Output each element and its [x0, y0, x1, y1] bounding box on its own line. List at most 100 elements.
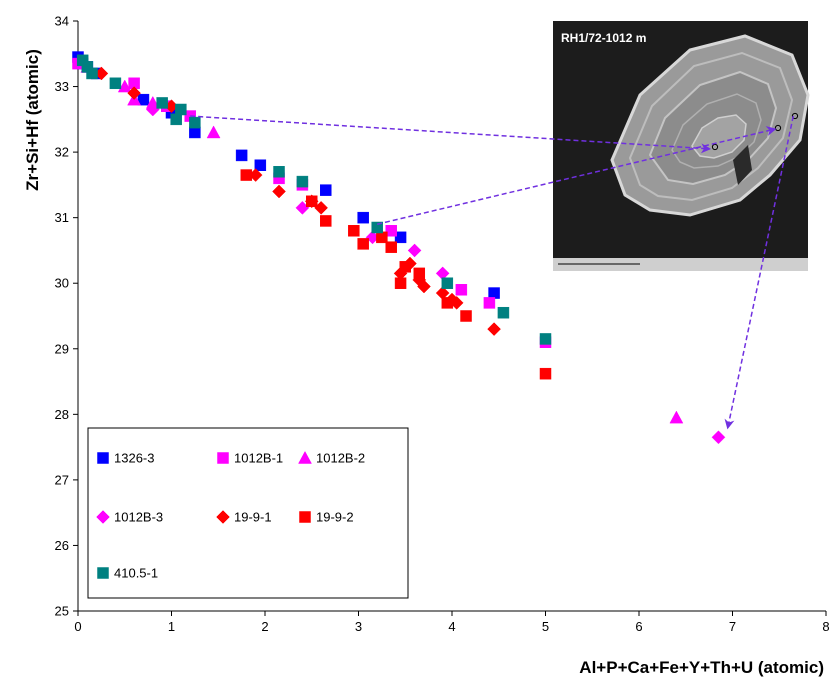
y-tick-label: 33 — [55, 79, 69, 94]
y-tick-label: 29 — [55, 341, 69, 356]
data-point — [127, 86, 141, 100]
data-point — [235, 149, 248, 162]
legend-entry: 1012B-3 — [96, 510, 163, 525]
series-1012B-3 — [145, 102, 726, 445]
data-point — [399, 261, 411, 273]
legend-marker — [97, 452, 109, 464]
y-tick-label: 31 — [55, 210, 69, 225]
x-tick-label: 5 — [542, 619, 549, 634]
data-point — [385, 241, 397, 253]
legend-label: 19-9-1 — [234, 510, 272, 525]
data-point — [306, 195, 318, 208]
data-point — [539, 333, 552, 345]
legend-marker — [298, 450, 312, 464]
inset-label: RH1/72-1012 m — [561, 31, 646, 45]
legend-marker — [299, 511, 311, 523]
data-point — [254, 159, 267, 171]
data-point — [497, 306, 510, 319]
data-point — [539, 367, 552, 380]
y-tick-label: 27 — [55, 472, 69, 487]
data-point — [488, 287, 500, 299]
data-point — [357, 238, 369, 250]
data-point — [357, 211, 369, 224]
x-tick-label: 6 — [635, 619, 642, 634]
data-point — [417, 279, 431, 294]
legend-marker — [97, 567, 109, 579]
data-point — [348, 225, 360, 237]
legend-entry: 19-9-1 — [216, 510, 272, 525]
annotation-arrows — [190, 115, 795, 430]
y-tick-label: 30 — [55, 276, 69, 291]
data-point — [156, 97, 168, 109]
data-point — [189, 126, 201, 139]
data-point — [394, 231, 407, 244]
x-tick-label: 7 — [729, 619, 736, 634]
legend-marker — [96, 510, 110, 524]
data-point — [240, 169, 253, 181]
data-point — [86, 67, 98, 80]
y-axis-title: Zr+Si+Hf (atomic) — [23, 49, 42, 191]
legend-entry: 410.5-1 — [97, 566, 158, 581]
legend-label: 1012B-3 — [114, 510, 163, 525]
y-tick-label: 25 — [55, 604, 69, 619]
legend-entry: 19-9-2 — [299, 510, 354, 525]
data-points — [72, 51, 726, 445]
data-point — [441, 277, 454, 289]
x-tick-label: 3 — [355, 619, 362, 634]
data-point — [669, 410, 684, 424]
y-tick-label: 34 — [55, 14, 69, 29]
legend-label: 1012B-2 — [316, 451, 365, 466]
data-point — [273, 166, 285, 178]
x-tick-label: 0 — [74, 619, 81, 634]
legend-entry: 1012B-1 — [217, 451, 283, 466]
x-tick-label: 8 — [822, 619, 829, 634]
data-point — [394, 277, 407, 289]
zircon-crystal — [610, 34, 810, 217]
legend-entry: 1012B-2 — [298, 450, 365, 466]
annotation-arrow — [724, 115, 795, 430]
legend-label: 1326-3 — [114, 451, 154, 466]
data-point — [117, 79, 132, 93]
data-point — [206, 125, 221, 139]
legend-label: 1012B-1 — [234, 451, 283, 466]
y-tick-label: 28 — [55, 407, 69, 422]
data-point — [175, 103, 187, 116]
data-point — [441, 297, 454, 309]
data-point — [371, 221, 383, 234]
legend-label: 410.5-1 — [114, 566, 158, 581]
data-point — [320, 215, 332, 227]
data-point — [407, 243, 422, 258]
legend: 1326-3 1012B-1 1012B-2 1012B-3 19-9-1 19-9-2 4… — [87, 427, 409, 599]
annotation-arrow — [190, 115, 712, 154]
legend-box — [87, 427, 409, 599]
x-tick-label: 2 — [261, 619, 268, 634]
legend-entry: 1326-3 — [97, 451, 154, 466]
data-point — [487, 322, 501, 336]
data-point — [376, 231, 388, 244]
data-point — [455, 284, 468, 296]
inset-image: RH1/72-1012 m — [553, 21, 810, 271]
y-tick-label: 32 — [55, 145, 69, 160]
data-point — [137, 93, 150, 106]
y-tick-label: 26 — [55, 538, 69, 553]
data-point — [320, 184, 332, 196]
data-point — [170, 113, 182, 126]
data-point — [109, 77, 122, 90]
x-tick-label: 1 — [168, 619, 175, 634]
data-point — [413, 267, 426, 280]
data-point — [272, 184, 286, 199]
x-axis-title: Al+P+Ca+Fe+Y+Th+U (atomic) — [579, 658, 824, 677]
legend-marker — [217, 452, 229, 464]
legend-label: 19-9-2 — [316, 510, 354, 525]
data-point — [711, 430, 726, 445]
series-19-9-2 — [240, 169, 552, 380]
data-point — [296, 175, 309, 188]
data-point — [189, 116, 201, 129]
series-410.5-1 — [76, 54, 552, 345]
x-tick-label: 4 — [448, 619, 455, 634]
data-point — [385, 225, 397, 237]
legend-marker — [216, 510, 230, 524]
data-point — [460, 310, 472, 322]
